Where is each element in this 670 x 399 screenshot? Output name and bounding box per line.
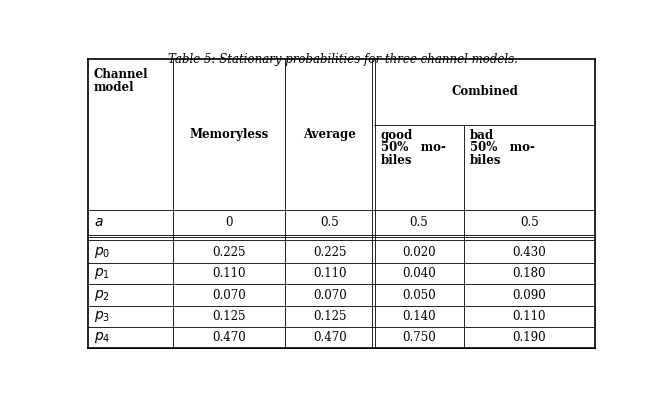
Text: 50%   mo-: 50% mo- — [381, 142, 446, 154]
Text: 0: 0 — [225, 216, 232, 229]
Text: 0.190: 0.190 — [513, 331, 546, 344]
Text: bad: bad — [470, 129, 494, 142]
Text: $p_1$: $p_1$ — [94, 266, 110, 281]
Text: 0.070: 0.070 — [212, 288, 246, 302]
Text: Table 5: Stationary probabilities for three channel models.: Table 5: Stationary probabilities for th… — [168, 53, 519, 66]
Text: 50%   mo-: 50% mo- — [470, 142, 535, 154]
Text: 0.125: 0.125 — [212, 310, 246, 323]
Text: 0.470: 0.470 — [212, 331, 246, 344]
Text: 0.070: 0.070 — [313, 288, 346, 302]
Text: $p_4$: $p_4$ — [94, 330, 111, 345]
Text: 0.110: 0.110 — [313, 267, 346, 280]
Text: 0.140: 0.140 — [402, 310, 436, 323]
Text: $p_2$: $p_2$ — [94, 288, 110, 302]
Text: biles: biles — [381, 154, 412, 167]
Text: 0.5: 0.5 — [520, 216, 539, 229]
Text: Average: Average — [304, 128, 356, 140]
Text: 0.040: 0.040 — [402, 267, 436, 280]
Text: 0.050: 0.050 — [402, 288, 436, 302]
Text: 0.110: 0.110 — [513, 310, 546, 323]
Text: model: model — [94, 81, 134, 95]
Text: 0.5: 0.5 — [409, 216, 428, 229]
Text: $p_3$: $p_3$ — [94, 309, 110, 324]
Text: $p_0$: $p_0$ — [94, 245, 110, 260]
Text: Combined: Combined — [452, 85, 519, 98]
Text: 0.5: 0.5 — [320, 216, 339, 229]
Text: $a$: $a$ — [94, 215, 103, 229]
Text: good: good — [381, 129, 413, 142]
Text: 0.020: 0.020 — [402, 246, 436, 259]
Text: Channel: Channel — [94, 67, 148, 81]
Text: 0.225: 0.225 — [313, 246, 346, 259]
Text: 0.125: 0.125 — [313, 310, 346, 323]
Text: 0.090: 0.090 — [513, 288, 546, 302]
Text: 0.225: 0.225 — [212, 246, 246, 259]
Text: 0.430: 0.430 — [513, 246, 546, 259]
Text: 0.750: 0.750 — [402, 331, 436, 344]
Text: Memoryless: Memoryless — [190, 128, 269, 140]
Text: 0.180: 0.180 — [513, 267, 546, 280]
Text: biles: biles — [470, 154, 501, 167]
Text: 0.110: 0.110 — [212, 267, 246, 280]
Text: 0.470: 0.470 — [313, 331, 346, 344]
